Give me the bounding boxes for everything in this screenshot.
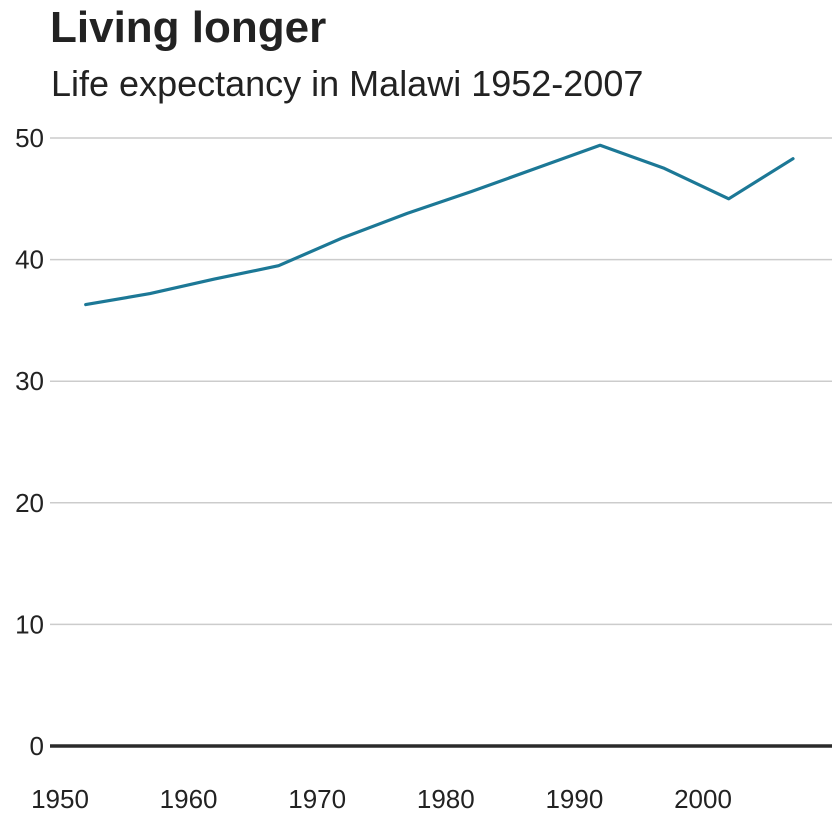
x-tick-label-1960: 1960 (160, 784, 218, 814)
x-tick-label-1990: 1990 (545, 784, 603, 814)
x-tick-label-2000: 2000 (674, 784, 732, 814)
x-tick-label-1970: 1970 (288, 784, 346, 814)
y-tick-label-30: 30 (15, 366, 44, 396)
series-line-0 (84, 143, 795, 307)
x-axis-ticks: 1950 1960 1970 1980 1990 2000 (31, 784, 732, 814)
y-tick-label-20: 20 (15, 488, 44, 518)
y-tick-label-40: 40 (15, 245, 44, 275)
chart-title: Living longer (50, 3, 327, 52)
y-axis-ticks: 0 10 20 30 40 50 (15, 123, 44, 761)
y-tick-label-0: 0 (30, 731, 44, 761)
y-tick-label-50: 50 (15, 123, 44, 153)
gridlines (50, 137, 832, 626)
x-tick-label-1950: 1950 (31, 784, 89, 814)
chart-subtitle: Life expectancy in Malawi 1952-2007 (51, 63, 644, 104)
x-tick-label-1980: 1980 (417, 784, 475, 814)
y-tick-label-10: 10 (15, 609, 44, 639)
series-layer (84, 143, 795, 307)
